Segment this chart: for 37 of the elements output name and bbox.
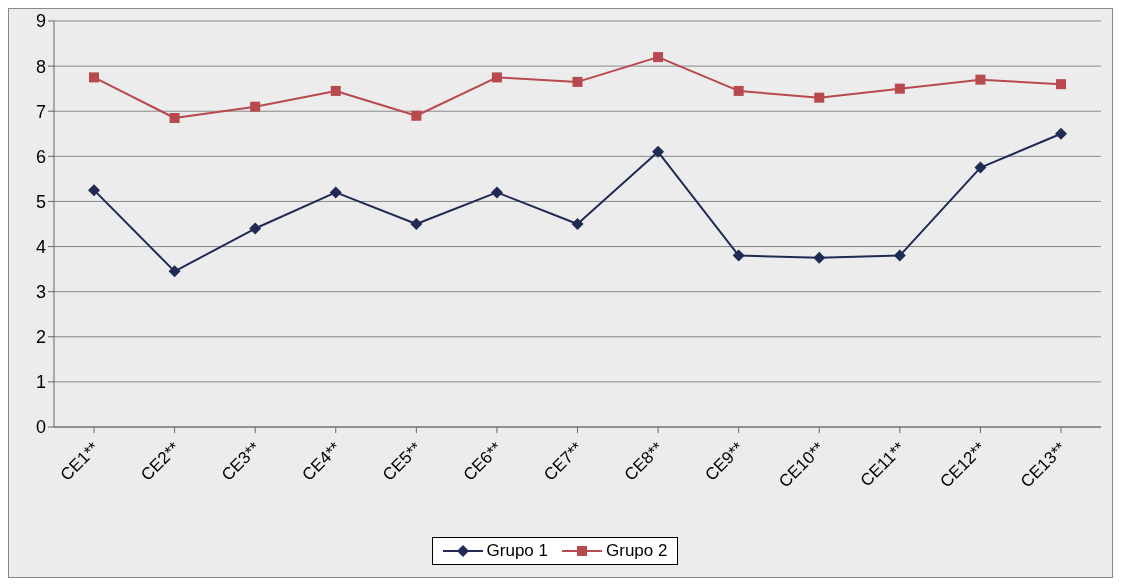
y-tick-label: 2 [35, 327, 46, 348]
point [410, 218, 423, 230]
point [975, 74, 986, 85]
point [653, 52, 664, 63]
point [974, 161, 987, 174]
point [249, 222, 262, 235]
legend-label: Grupo 1 [485, 541, 548, 561]
legend-label: Grupo 2 [605, 541, 668, 561]
y-tick-label: 4 [35, 236, 46, 257]
point [652, 145, 665, 158]
point [250, 101, 261, 112]
point [169, 112, 180, 123]
point [168, 265, 181, 278]
point [572, 76, 583, 87]
y-tick-label: 6 [35, 146, 46, 167]
point [88, 184, 100, 197]
point [814, 92, 825, 103]
point [733, 85, 744, 96]
point [571, 218, 584, 230]
y-tick-label: 3 [35, 282, 46, 303]
point [1056, 79, 1066, 90]
y-tick-label: 0 [35, 417, 46, 438]
point [89, 72, 99, 83]
point [893, 249, 906, 262]
point [329, 186, 342, 199]
point [894, 83, 905, 94]
point [490, 186, 503, 199]
y-tick-label: 7 [35, 101, 46, 122]
point [411, 110, 422, 121]
y-tick-label: 1 [35, 372, 46, 393]
point [330, 85, 341, 96]
point [491, 72, 502, 83]
y-tick-label: 9 [35, 11, 46, 32]
y-tick-label: 8 [35, 56, 46, 77]
y-tick-label: 5 [35, 191, 46, 212]
point [732, 249, 745, 262]
point [813, 251, 826, 264]
